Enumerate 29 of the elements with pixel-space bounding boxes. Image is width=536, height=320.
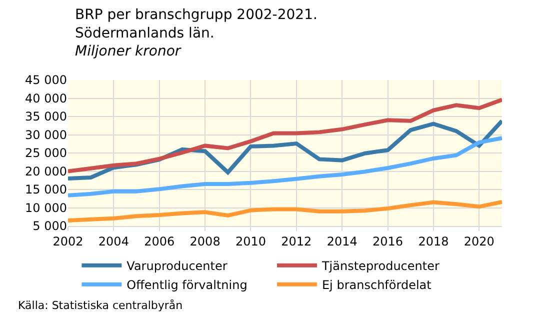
y-tick-label: 5 000 <box>32 219 67 234</box>
legend-label: Varuproducenter <box>126 259 228 273</box>
x-tick-label: 2020 <box>464 234 494 248</box>
y-tick-label: 25 000 <box>25 146 67 160</box>
x-tick-label: 2006 <box>144 234 175 248</box>
line-series <box>68 98 502 174</box>
x-tick-label: 2002 <box>52 234 84 248</box>
legend-label: Ej branschfördelat <box>322 278 432 292</box>
x-tick-label: 2012 <box>281 234 312 248</box>
line-series <box>68 200 502 223</box>
y-tick-label: 15 000 <box>25 182 67 197</box>
y-tick-label: 20 000 <box>25 164 67 178</box>
x-tick-label: 2016 <box>372 234 404 248</box>
y-tick-label: 35 000 <box>25 110 67 124</box>
x-tick-label: 2010 <box>235 234 266 248</box>
x-tick-label: 2008 <box>190 234 220 248</box>
line-series <box>68 136 502 198</box>
chart-title: BRP per branschgrupp 2002-2021. Södermanlands län. <box>75 7 318 42</box>
legend-label: Tjänsteproducenter <box>320 259 440 273</box>
x-tick-label: 2018 <box>418 234 449 248</box>
y-tick-label: 10 000 <box>25 200 67 215</box>
text: Källa: Statistiska centralbyrån <box>18 299 183 312</box>
y-tick-label: 45 000 <box>25 73 67 88</box>
x-tick-label: 2004 <box>98 234 129 248</box>
x-tick-label: 2014 <box>326 234 358 248</box>
chart-subtitle: Miljoner kronor <box>75 44 182 60</box>
y-tick-label: 40 000 <box>25 91 67 106</box>
legend-label: Offentlig förvaltning <box>126 278 248 292</box>
y-tick-label: 30 000 <box>25 128 67 142</box>
